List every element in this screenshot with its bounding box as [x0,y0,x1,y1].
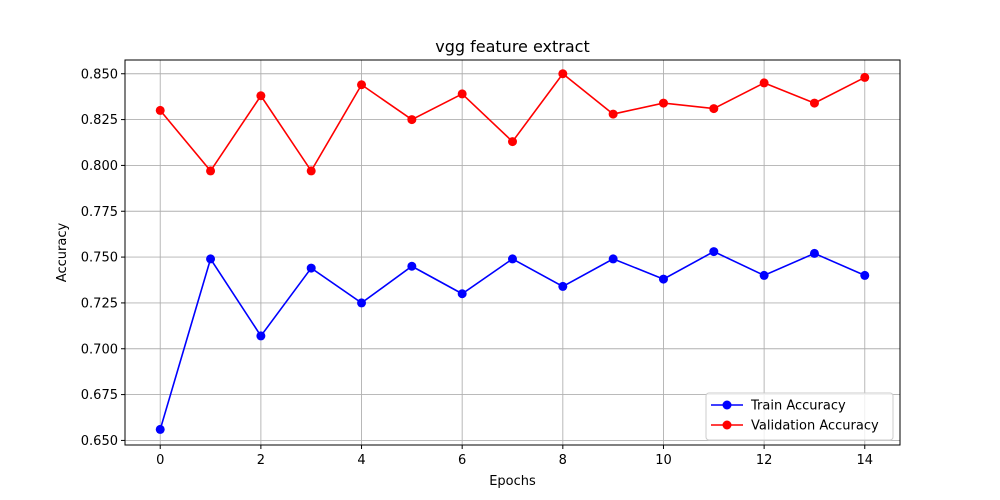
data-point-validation [508,137,517,147]
data-point-train [759,270,769,280]
x-tick-label: 8 [559,453,567,468]
x-tick-label: 2 [257,453,265,468]
data-point-validation [306,166,316,176]
legend: Train Accuracy Validation Accuracy [705,392,894,441]
data-point-validation [658,98,668,108]
data-point-train [256,331,266,341]
y-axis-label: Accuracy [55,223,70,283]
y-tick-label: 0.800 [81,159,118,174]
data-point-validation [206,166,216,176]
y-tick-label: 0.850 [81,67,118,82]
legend-marker-train [722,400,732,410]
data-point-train [608,254,618,264]
x-tick-label: 4 [357,453,365,468]
legend-label-validation: Validation Accuracy [751,419,879,434]
x-axis-ticks: 0 2 4 6 8 10 12 14 [156,445,873,468]
legend-marker-validation [722,420,732,430]
series-layer [155,69,870,434]
data-point-train [658,274,668,284]
x-tick-label: 14 [856,453,873,468]
x-tick-label: 0 [156,453,164,468]
data-point-validation [407,115,417,125]
data-point-validation [457,89,467,99]
x-tick-label: 6 [458,453,466,468]
data-point-train [407,261,417,271]
data-point-validation [357,80,367,90]
y-tick-label: 0.825 [81,113,118,128]
legend-label-train: Train Accuracy [750,399,846,414]
data-point-train [809,248,819,258]
legend-box [705,392,894,441]
plot-frame [124,59,901,446]
data-point-validation [759,78,769,88]
y-tick-label: 0.675 [81,388,118,403]
data-point-validation [860,72,870,82]
chart-title: vgg feature extract [435,37,589,56]
data-point-validation [256,91,266,101]
y-tick-label: 0.700 [81,342,118,357]
y-axis-ticks: 0.650 0.675 0.700 0.725 0.750 0.775 0.800 0.825… [81,67,125,449]
y-tick-label: 0.650 [81,434,118,449]
data-point-train [306,263,316,273]
x-tick-label: 12 [756,453,773,468]
data-point-train [860,270,870,280]
data-point-train [206,254,216,264]
data-point-train [508,254,517,264]
data-point-train [357,298,367,308]
data-point-validation [608,109,618,119]
data-point-validation [558,69,568,79]
y-tick-label: 0.775 [81,205,118,220]
data-point-validation [155,105,165,115]
y-tick-label: 0.750 [81,251,118,266]
x-axis-label: Epochs [489,474,536,489]
legend-entry-train-accuracy: Train Accuracy [711,399,846,414]
y-tick-label: 0.725 [81,296,118,311]
data-point-train [155,424,165,434]
data-point-train [709,247,719,257]
data-point-train [558,281,568,291]
data-point-train [457,289,467,299]
x-tick-label: 10 [655,453,672,468]
data-point-validation [709,104,719,114]
legend-entry-validation-accuracy: Validation Accuracy [711,419,879,434]
data-point-validation [809,98,819,108]
